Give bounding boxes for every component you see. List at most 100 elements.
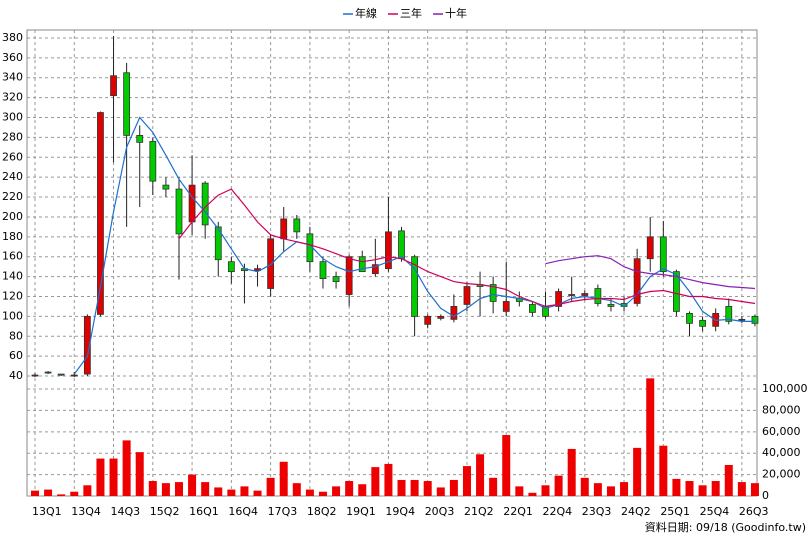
volume-bar [423,481,432,496]
candle-body [463,286,471,305]
ma-line [178,188,756,308]
candle-body [529,304,536,313]
candle-body [437,315,445,319]
candle-body [97,112,104,315]
y-tick-label: 320 [2,91,23,104]
volume-bar [279,461,288,496]
candle-body [267,238,275,289]
y-tick-label: 240 [2,170,23,183]
volume-bar [161,483,170,496]
volume-bar [174,482,183,496]
candle-body [293,218,301,233]
volume-bar [724,464,733,496]
candle-body [31,374,39,377]
candle-body [686,312,693,324]
volume-bar [711,481,720,496]
y-tick-label: 220 [2,190,23,203]
volume-bar [31,490,39,496]
volume-bar [698,485,707,496]
volume-bar [737,482,746,496]
y-tick-label: 60 [9,349,23,362]
y-tick-label: 40 [9,369,23,382]
volume-bar [580,477,589,496]
y-tick-label: 200 [2,210,23,223]
volume-bar [410,479,419,496]
volume-bar [358,484,367,496]
y2-tick-label: 0 [762,489,769,502]
candle-body [411,256,419,317]
x-tick-label: 26Q3 [739,505,769,518]
y-tick-label: 180 [2,230,23,243]
volume-bar [318,491,327,496]
y2-tick-label: 100,000 [762,382,808,395]
y2-tick-label: 60,000 [762,425,801,438]
candle-body [201,182,209,226]
x-tick-label: 15Q2 [150,505,180,518]
candle-body [751,315,759,324]
y-tick-label: 140 [2,270,23,283]
volume-bar [528,492,537,496]
volume-bar [148,481,157,496]
volume-bar [227,489,236,496]
volume-bar [135,452,144,496]
volume-bar [57,494,66,496]
volume-bar [305,489,314,496]
y-tick-label: 280 [2,130,23,143]
x-tick-label: 18Q2 [307,505,337,518]
candle-body [398,230,405,260]
candle-body [110,75,117,97]
candle-body [227,261,235,273]
x-tick-label: 19Q4 [385,505,415,518]
y-tick-label: 360 [2,51,23,64]
candle-body [332,276,340,282]
candle-body [646,236,654,260]
volume-bar [240,486,249,496]
x-tick-label: 13Q1 [32,505,62,518]
volume-bar [332,486,341,496]
volume-bar [685,481,694,496]
candle-body [607,304,615,307]
candle-body [319,261,327,279]
y-tick-label: 340 [2,71,23,84]
volume-bar [593,483,602,496]
candle-body [149,140,157,182]
candle-body [699,319,706,327]
candle-body [450,306,458,320]
volume-bar [515,486,524,496]
volume-bar [122,440,131,496]
volume-bar [750,483,759,496]
candle-body [385,231,392,270]
y2-tick-label: 40,000 [762,446,801,459]
volume-bar [83,485,92,496]
volume-bar [253,490,262,496]
y2-tick-label: 20,000 [762,468,801,481]
candle-body [44,371,52,374]
candle-body [502,301,510,312]
volume-bar [96,458,105,496]
x-tick-label: 24Q2 [621,505,651,518]
x-tick-label: 23Q3 [582,505,612,518]
candle-body [633,258,641,304]
candle-body [489,284,497,302]
volume-bar [345,481,354,496]
candle-body [659,236,667,273]
candle-body [57,373,65,376]
volume-bar [541,485,550,496]
candle-body [345,256,353,295]
volume-bar [266,477,275,496]
volume-bar [462,466,471,496]
x-tick-label: 22Q4 [543,505,573,518]
volume-bar [502,435,511,496]
y-tick-label: 380 [2,31,23,44]
volume-bar [672,478,681,496]
x-tick-label: 25Q4 [700,505,730,518]
x-tick-label: 22Q1 [503,505,533,518]
candle-body [371,264,379,275]
volume-bar [633,447,642,496]
candle-body [738,318,746,321]
x-tick-label: 21Q2 [464,505,494,518]
x-tick-label: 14Q3 [111,505,141,518]
candle-body [581,293,589,296]
footnote: 資料日期: 09/18 (Goodinfo.tw) [645,520,806,534]
candle-body [83,315,91,375]
